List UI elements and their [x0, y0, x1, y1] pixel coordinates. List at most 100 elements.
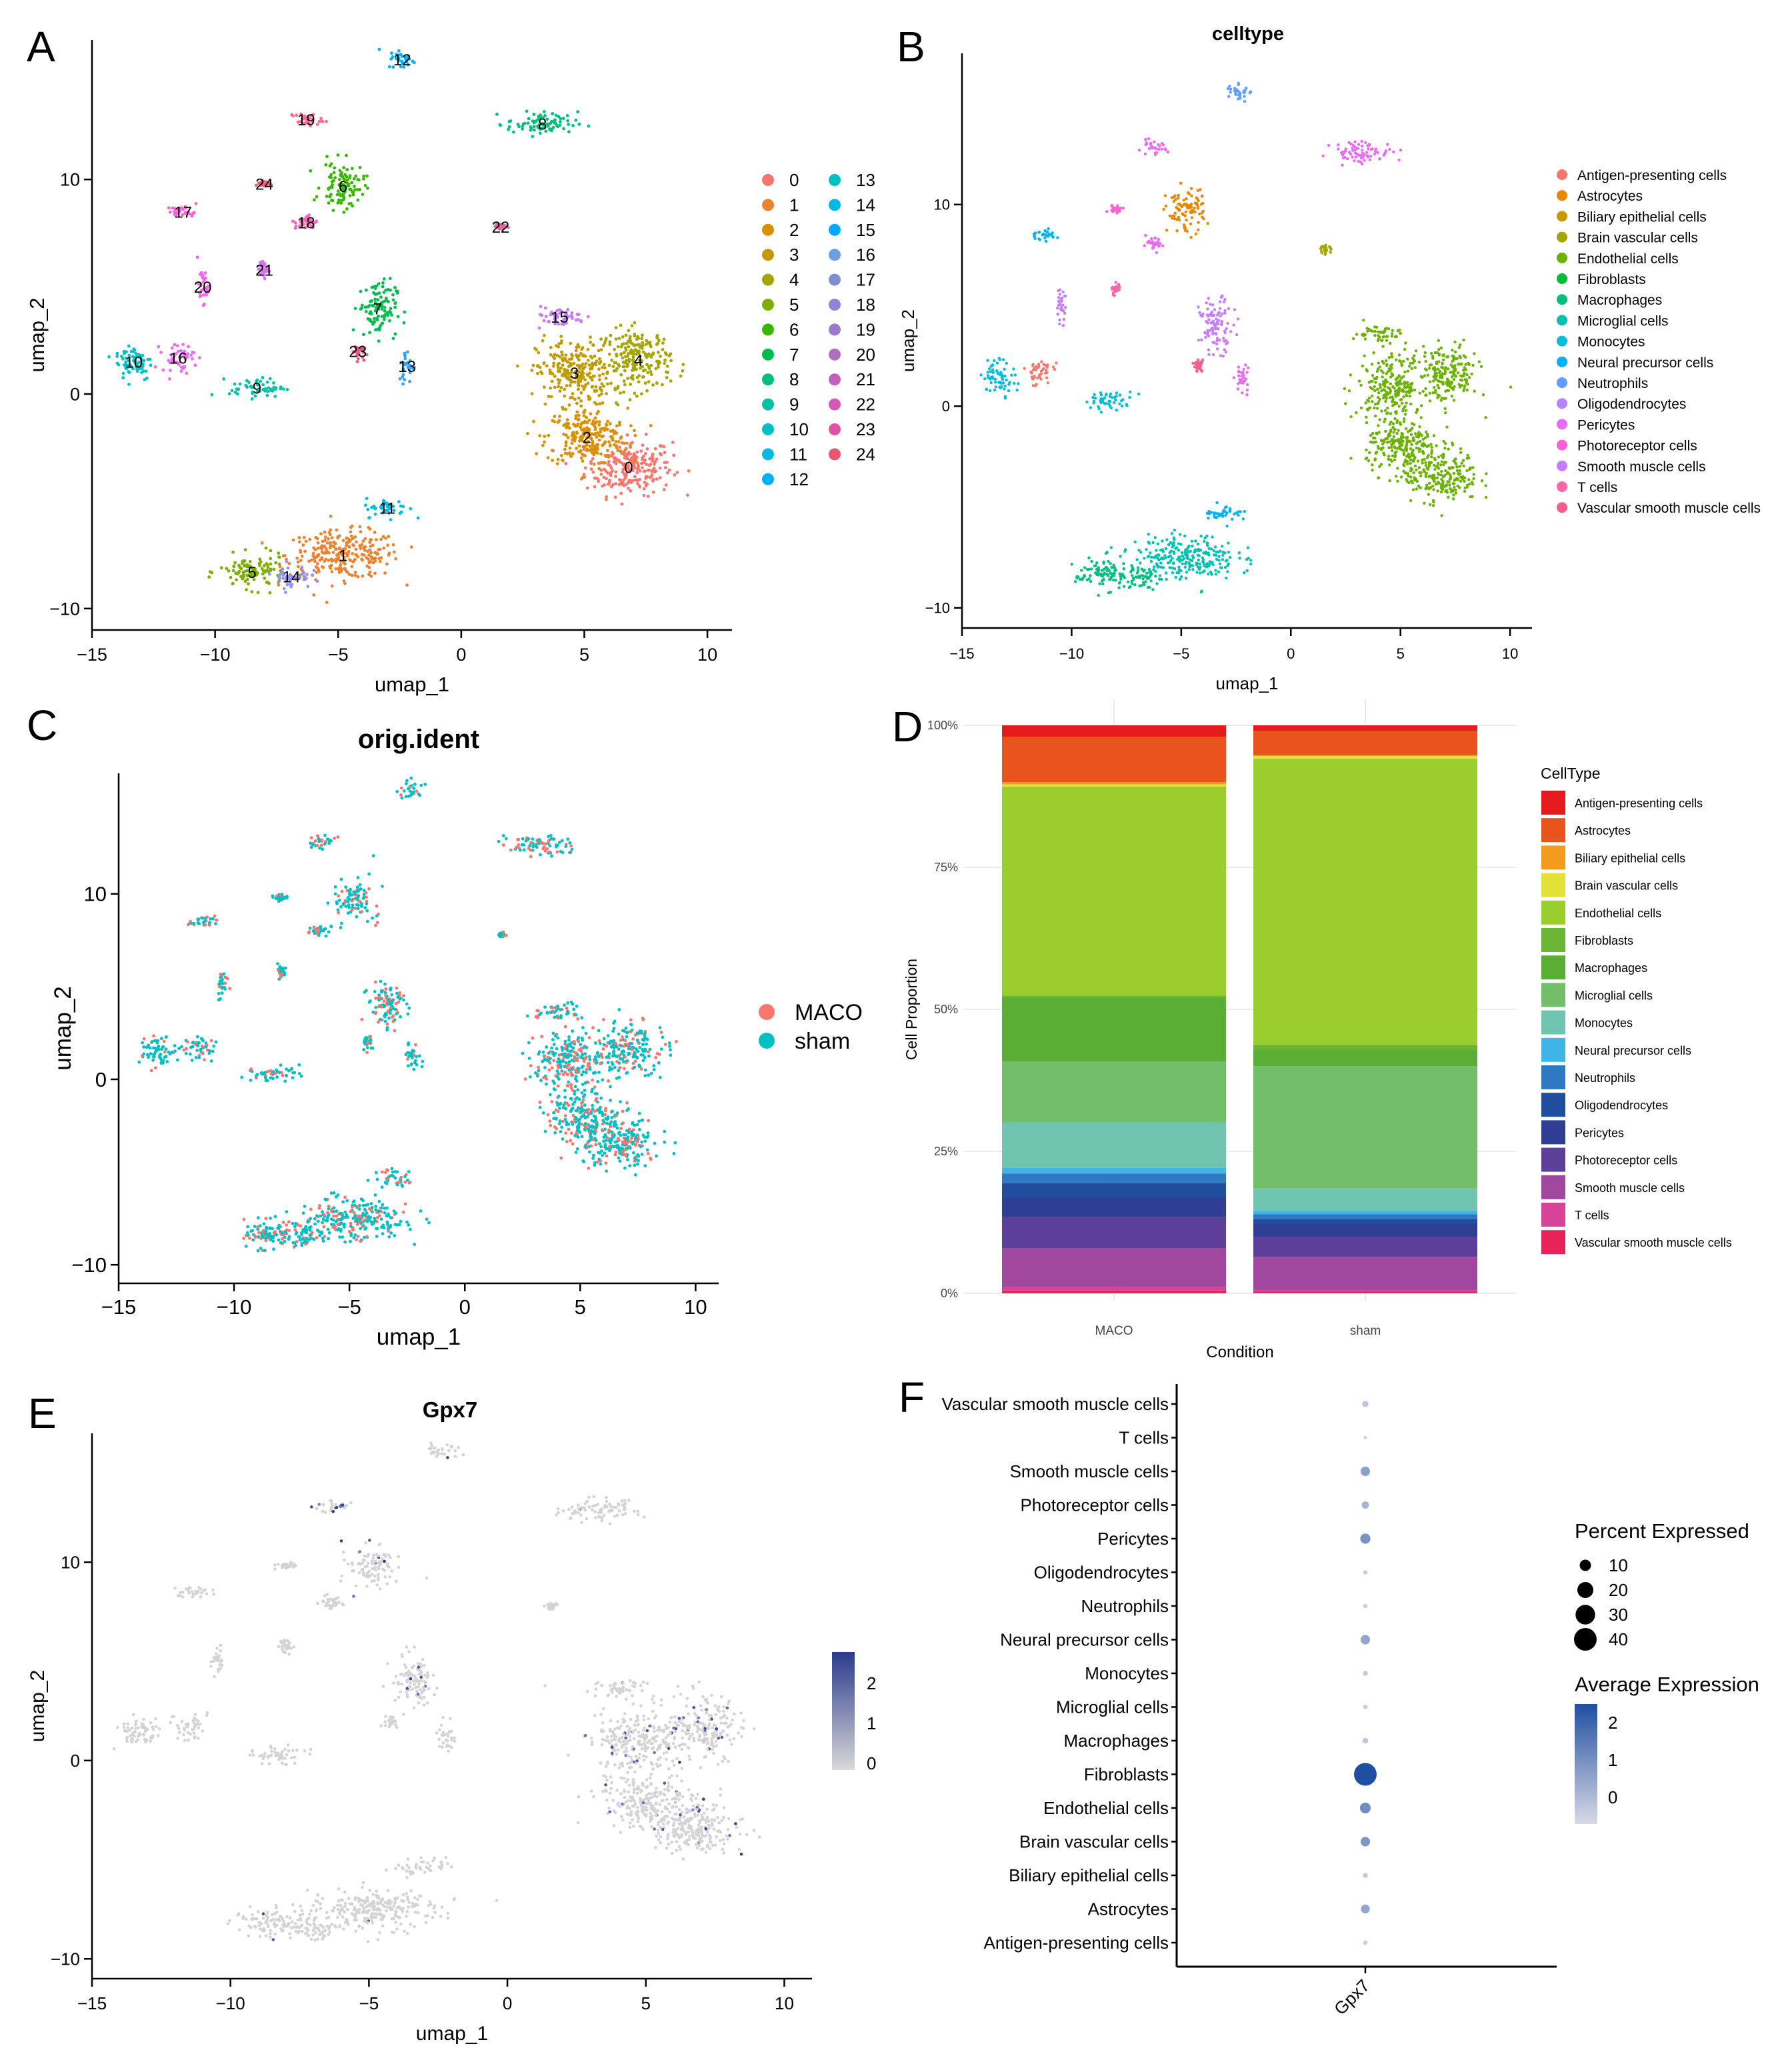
panel-a-cell-point	[366, 549, 369, 553]
panel-a-cell-point	[586, 315, 590, 319]
panel-b-cell-point	[1170, 532, 1174, 535]
panel-b-cell-point	[1380, 409, 1383, 413]
panel-a-cell-point	[657, 362, 660, 366]
panel-a-y-tick-label: 0	[70, 384, 80, 404]
panel-a-cell-point	[605, 392, 608, 395]
panel-a-cell-point	[664, 466, 667, 469]
panel-b-cell-point	[1214, 573, 1218, 576]
panel-b-cell-point	[1473, 352, 1476, 355]
panel-b-cell-point	[1182, 199, 1186, 202]
panel-a-cell-point	[416, 516, 420, 520]
panel-b-cell-point	[1147, 541, 1150, 544]
panel-c-cell-point	[364, 1203, 368, 1207]
panel-a-cell-point	[179, 369, 183, 373]
panel-a-cell-point	[597, 438, 601, 442]
panel-b-cell-point	[1461, 475, 1465, 479]
panel-b-cell-point	[1098, 582, 1101, 585]
panel-c-cell-point	[329, 1191, 333, 1195]
panel-c-cell-point	[618, 1159, 622, 1163]
panel-b-cell-point	[1393, 458, 1397, 462]
panel-a-legend-label: 7	[789, 345, 799, 365]
panel-b-cell-point	[1362, 319, 1365, 322]
panel-b-cell-point	[1433, 366, 1437, 369]
panel-b-cell-point	[1081, 576, 1085, 580]
panel-c-cell-point	[394, 1211, 398, 1215]
panel-a-cell-point	[633, 433, 637, 437]
panel-b-cell-point	[1245, 383, 1249, 387]
panel-a-cell-point	[580, 452, 584, 456]
panel-b-cell-point	[1354, 155, 1358, 159]
panel-c-cell-point	[409, 1227, 412, 1231]
panel-a-cell-point	[649, 476, 652, 479]
panel-c-cell-point	[598, 1142, 601, 1146]
panel-b-cell-point	[1415, 411, 1418, 414]
panel-a-cell-point	[329, 199, 333, 202]
panel-c-cell-point	[356, 1235, 360, 1238]
panel-b-cell-point	[1452, 377, 1456, 381]
panel-a-cell-point	[633, 321, 637, 325]
panel-a-cell-point	[565, 114, 569, 117]
panel-a-cell-point	[601, 365, 604, 369]
panel-a-legend-label: 1	[789, 195, 799, 215]
panel-a-cell-point	[302, 571, 306, 575]
panel-b-cell-point	[1164, 556, 1167, 559]
panel-b-cell-point	[1421, 461, 1424, 465]
panel-b-cell-point	[1399, 148, 1403, 152]
panel-b-cell-point	[1189, 202, 1193, 206]
panel-c-cell-point	[349, 1225, 353, 1228]
panel-a-cluster-label: 5	[247, 564, 256, 582]
panel-b-cell-point	[1195, 196, 1198, 199]
panel-a-cell-point	[622, 379, 626, 383]
panel-b-cell-point	[1197, 221, 1200, 224]
panel-a-legend-key	[762, 199, 774, 211]
panel-b-cell-point	[1321, 245, 1324, 249]
panel-b-cell-point	[1089, 580, 1093, 583]
panel-a-cell-point	[597, 367, 601, 371]
panel-b-cell-point	[994, 381, 997, 384]
panel-a-cell-point	[393, 305, 397, 309]
panel-b-cell-point	[1137, 149, 1141, 152]
panel-a-cell-point	[567, 422, 571, 425]
panel-a-cell-point	[334, 567, 338, 571]
panel-c-cell-point	[335, 1214, 339, 1218]
panel-a-cell-point	[296, 560, 300, 564]
panel-a-cell-point	[379, 295, 383, 299]
panel-b-cell-point	[1090, 567, 1093, 571]
panel-a-cell-point	[658, 476, 662, 480]
panel-b-cell-point	[1385, 363, 1389, 366]
panel-c-cell-point	[375, 1177, 379, 1181]
panel-b-y-label: umap_2	[898, 309, 918, 372]
panel-b-cell-point	[1373, 403, 1377, 406]
panel-c-cell-point	[673, 1141, 677, 1145]
panel-b-cell-point	[1154, 147, 1157, 151]
panel-a-cell-point	[558, 415, 561, 418]
panel-b-cell-point	[1049, 233, 1053, 236]
panel-b-cell-point	[1031, 369, 1035, 372]
panel-c-y-tick-label: −10	[71, 1253, 107, 1277]
panel-a-cell-point	[320, 545, 324, 549]
panel-a-cell-point	[631, 355, 635, 359]
panel-a-cell-point	[324, 547, 328, 551]
panel-a-cell-point	[619, 449, 623, 453]
panel-b-cell-point	[1117, 586, 1121, 589]
panel-a-cell-point	[389, 288, 392, 292]
panel-a-cell-point	[329, 541, 333, 545]
panel-b-cell-point	[1114, 208, 1118, 211]
panel-a-cell-point	[533, 128, 536, 132]
panel-a-cell-point	[555, 462, 559, 465]
panel-b-cell-point	[1143, 583, 1146, 587]
panel-a-cluster-label: 21	[255, 261, 273, 279]
panel-b-cell-point	[1459, 343, 1462, 347]
panel-a-cell-point	[605, 477, 608, 481]
panel-a-cell-point	[173, 343, 177, 347]
panel-a-cell-point	[553, 375, 557, 378]
panel-b-cell-point	[1352, 337, 1355, 341]
panel-b-cell-point	[1391, 442, 1395, 446]
panel-b-cell-point	[1433, 458, 1437, 461]
panel-a-cell-point	[373, 293, 377, 296]
panel-a-cell-point	[589, 460, 593, 463]
panel-c-cell-point	[585, 1141, 589, 1145]
panel-b-cell-point	[1415, 446, 1419, 450]
panel-a-cell-point	[577, 122, 581, 126]
panel-a-cell-point	[614, 475, 617, 479]
